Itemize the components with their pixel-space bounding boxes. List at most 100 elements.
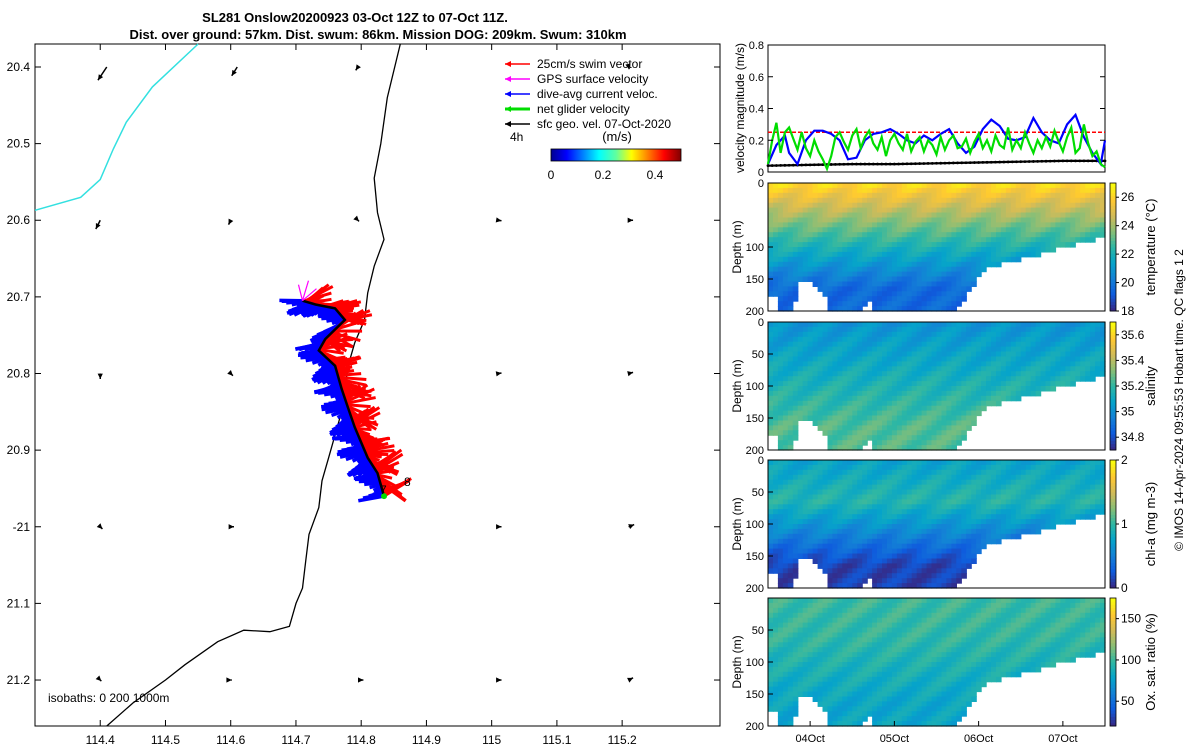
section-cell [951, 207, 957, 214]
section-cell [842, 197, 848, 204]
section-cell [852, 405, 858, 412]
section-cell [971, 217, 977, 223]
velocity-point-geo [897, 162, 900, 166]
section-cell [966, 212, 972, 218]
section-cell [1025, 197, 1032, 204]
section-cell [837, 242, 843, 248]
section-cell [837, 183, 843, 189]
section-cell [1035, 251, 1042, 258]
section-cell [966, 227, 972, 233]
section-cell [817, 405, 824, 412]
section-cell [852, 558, 858, 564]
section-cell [1030, 242, 1037, 248]
section-cell [822, 484, 829, 491]
section-cell [951, 479, 957, 486]
section-cell [872, 266, 878, 273]
section-cell [916, 256, 923, 263]
section-cell [931, 336, 938, 343]
section-cell [852, 261, 858, 268]
section-cell [832, 568, 838, 574]
section-colorbar-cell [1110, 357, 1116, 361]
section-cell [1030, 474, 1037, 481]
section-cell [842, 573, 848, 579]
section-cell [768, 271, 774, 278]
current-vector [321, 403, 348, 409]
section-cell [837, 232, 843, 238]
swim-vector [355, 426, 372, 432]
section-cell [1050, 371, 1057, 377]
section-cell [777, 301, 784, 307]
section-cell [1040, 381, 1047, 387]
section-cell [872, 469, 878, 476]
section-colorbar-cell [1110, 186, 1116, 190]
section-cell [1030, 356, 1037, 362]
section-cell [911, 331, 918, 338]
section-cell [946, 435, 952, 441]
section-cell [886, 381, 893, 387]
section-cell [916, 538, 923, 545]
section-cell [931, 222, 938, 228]
section-cell [981, 197, 987, 204]
section-cell [941, 524, 948, 530]
section-cell [1020, 336, 1027, 343]
section-cell [1025, 351, 1032, 357]
section-cell [1005, 504, 1012, 510]
section-cell [777, 276, 784, 282]
velocity-ylabel: velocity magnitude (m/s) [733, 43, 747, 173]
section-colorbar-tick-label: 20 [1121, 276, 1135, 290]
section-cell [807, 469, 814, 476]
section-cell [1010, 395, 1017, 402]
section-cell [956, 212, 962, 218]
section-cell [882, 548, 888, 555]
section-cell [1055, 232, 1061, 238]
section-cell [812, 553, 819, 559]
section-cell [966, 519, 972, 525]
section-cell [787, 217, 794, 223]
section-cell [951, 489, 957, 495]
section-cell [1030, 376, 1037, 382]
section-cell [852, 217, 858, 223]
section-cell [966, 405, 972, 412]
legend-label: GPS surface velocity [537, 72, 648, 86]
section-cell [862, 474, 868, 481]
section-cell [1045, 509, 1052, 515]
section-cell [966, 266, 972, 273]
section-cell [1025, 376, 1032, 382]
section-cell [966, 187, 972, 194]
section-cell [1040, 514, 1047, 520]
section-cell [862, 301, 868, 307]
velocity-point-geo [1069, 159, 1073, 163]
section-cell [916, 237, 923, 243]
section-cell [1050, 460, 1057, 466]
section-cell [872, 543, 878, 550]
section-cell [901, 504, 908, 510]
section-cell [857, 296, 863, 302]
section-cell [1090, 183, 1096, 189]
section-cell [877, 410, 883, 417]
section-cell [1000, 509, 1007, 515]
section-cell [936, 187, 943, 194]
section-cell [976, 524, 982, 530]
section-cell [886, 469, 893, 476]
section-cell [966, 192, 972, 199]
section-cell [777, 351, 784, 357]
section-cell [857, 276, 863, 282]
section-cell [872, 376, 878, 382]
section-cell [961, 351, 967, 357]
section-cell [1060, 222, 1066, 228]
section-cell [956, 479, 962, 486]
section-cell [886, 395, 893, 402]
section-cell [1015, 504, 1022, 510]
section-cell [862, 351, 868, 357]
section-cell [782, 415, 789, 421]
section-cell [782, 474, 789, 481]
section-cell [1065, 361, 1071, 367]
section-cell [802, 346, 809, 353]
section-cell [857, 376, 863, 382]
geo-vector-head [495, 217, 502, 223]
section-cell [911, 558, 918, 564]
section-cell [911, 425, 918, 431]
section-cell [792, 376, 799, 382]
section-cell [1075, 336, 1081, 343]
section-cell [1030, 494, 1037, 500]
